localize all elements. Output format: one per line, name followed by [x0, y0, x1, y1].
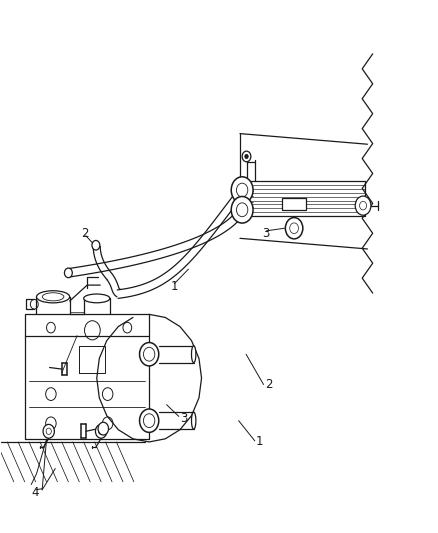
Circle shape [245, 155, 248, 159]
FancyBboxPatch shape [282, 198, 306, 210]
Ellipse shape [191, 346, 196, 363]
Circle shape [355, 196, 371, 215]
Circle shape [237, 203, 248, 217]
Ellipse shape [42, 293, 64, 301]
Circle shape [140, 343, 159, 366]
Circle shape [43, 424, 54, 438]
Circle shape [237, 183, 248, 197]
Text: 2: 2 [81, 227, 89, 239]
Circle shape [242, 151, 251, 162]
Circle shape [64, 268, 72, 278]
Ellipse shape [84, 294, 110, 303]
Text: 3: 3 [180, 411, 187, 424]
Text: 1: 1 [256, 435, 264, 448]
Text: 1: 1 [171, 280, 178, 293]
Circle shape [92, 240, 100, 250]
Circle shape [140, 409, 159, 432]
Circle shape [98, 422, 109, 435]
Circle shape [95, 424, 107, 438]
Circle shape [286, 217, 303, 239]
Ellipse shape [36, 290, 70, 303]
Circle shape [231, 177, 253, 204]
Text: 2: 2 [265, 378, 272, 391]
Circle shape [231, 197, 253, 223]
Text: 4: 4 [31, 486, 39, 499]
Text: 3: 3 [263, 227, 270, 240]
Ellipse shape [191, 412, 196, 429]
